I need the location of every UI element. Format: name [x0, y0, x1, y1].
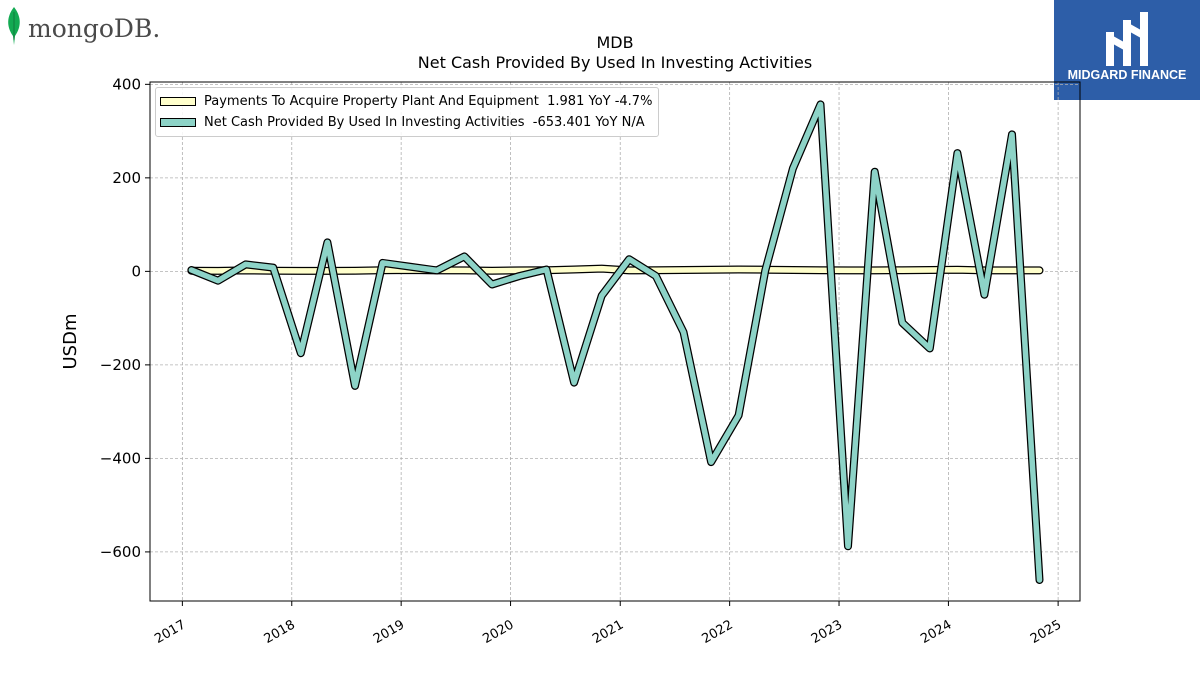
x-tick-label: 2017 — [152, 617, 188, 647]
x-tick-label: 2022 — [699, 617, 735, 647]
mongodb-brand-text: mongoDB. — [28, 14, 161, 43]
y-axis-label: USDm — [60, 314, 81, 370]
legend-item-investing: Net Cash Provided By Used In Investing A… — [160, 112, 652, 133]
y-tick-label: −600 — [100, 543, 141, 561]
x-tick-label: 2021 — [590, 617, 626, 647]
chart-legend: Payments To Acquire Property Plant And E… — [155, 87, 660, 137]
y-tick-label: 400 — [112, 75, 141, 93]
x-tick-label: 2025 — [1028, 617, 1064, 647]
chart-title: MDB — [596, 33, 634, 52]
legend-item-capex: Payments To Acquire Property Plant And E… — [160, 91, 652, 112]
x-tick-label: 2018 — [262, 617, 298, 647]
y-tick-label: −400 — [100, 449, 141, 467]
leaf-icon — [8, 7, 20, 45]
x-tick-label: 2024 — [918, 617, 954, 647]
x-tick-label: 2020 — [480, 617, 516, 647]
legend-value-capex: 1.981 YoY -4.7% — [547, 94, 653, 109]
mongodb-logo: mongoDB. — [4, 4, 174, 48]
series-outline-1 — [187, 100, 1044, 584]
legend-swatch-capex — [160, 97, 196, 106]
legend-label-capex: Payments To Acquire Property Plant And E… — [204, 94, 539, 109]
midgard-brand-text: MIDGARD FINANCE — [1067, 68, 1187, 82]
legend-value-investing: -653.401 YoY N/A — [532, 115, 645, 130]
plot-frame — [149, 81, 1081, 602]
x-tick-label: 2023 — [809, 617, 845, 647]
y-tick-label: 0 — [131, 262, 141, 280]
midgard-finance-logo: MIDGARD FINANCE — [1054, 0, 1200, 100]
legend-label-investing: Net Cash Provided By Used In Investing A… — [204, 115, 525, 130]
y-tick-label: 200 — [112, 169, 141, 187]
y-tick-label: −200 — [100, 356, 141, 374]
midgard-mark-icon — [1106, 12, 1148, 66]
x-tick-label: 2019 — [371, 617, 407, 647]
legend-swatch-investing — [160, 118, 196, 127]
series-line-1 — [188, 101, 1043, 583]
chart-subtitle: Net Cash Provided By Used In Investing A… — [417, 53, 813, 72]
